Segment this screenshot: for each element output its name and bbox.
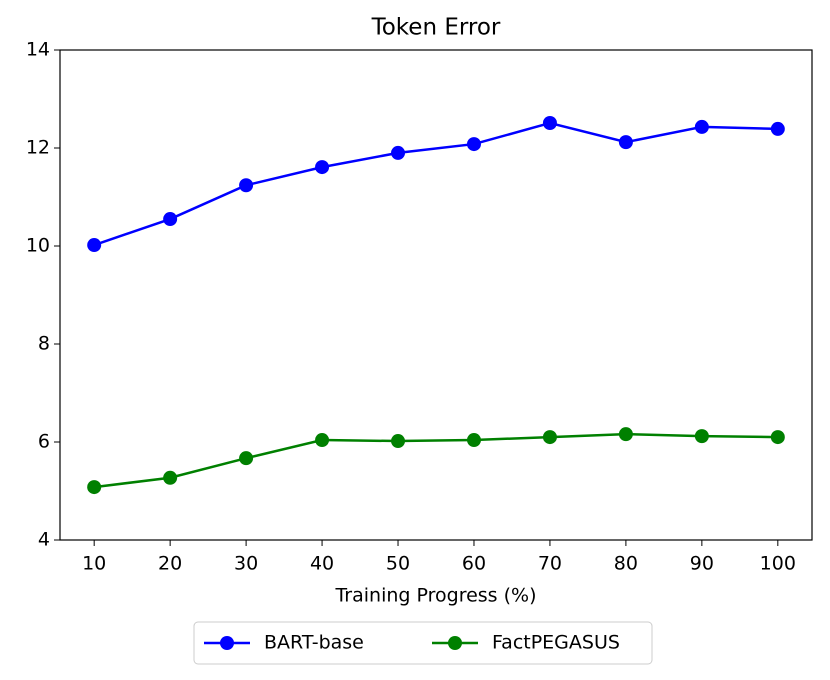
x-tick-label: 80: [614, 553, 638, 575]
legend: BART-base FactPEGASUS: [193, 621, 653, 665]
data-point: [391, 145, 406, 160]
y-tick-label: 12: [26, 137, 50, 159]
data-point: [239, 451, 254, 466]
plot-frame: [59, 49, 813, 541]
y-tick-label: 6: [38, 431, 50, 453]
x-tick-label: 10: [82, 553, 106, 575]
data-point: [163, 470, 178, 485]
x-tick-label: 100: [760, 553, 796, 575]
data-point: [391, 434, 406, 449]
data-point: [315, 433, 330, 448]
data-point: [163, 212, 178, 227]
series-line: [93, 121, 778, 247]
x-tick-label: 90: [690, 553, 714, 575]
data-point: [770, 121, 785, 136]
data-point: [694, 119, 709, 134]
series-line: [94, 432, 778, 489]
data-point: [694, 429, 709, 444]
y-tick-label: 4: [38, 529, 50, 551]
x-tick-label: 60: [462, 553, 486, 575]
data-point: [239, 178, 254, 193]
y-tick-label: 10: [26, 235, 50, 257]
data-point: [770, 430, 785, 445]
legend-marker: [220, 636, 234, 650]
y-tick-label: 14: [26, 39, 50, 61]
legend-box: [193, 621, 653, 665]
x-axis-label: Training Progress (%): [334, 585, 536, 607]
legend-marker: [448, 636, 462, 650]
data-point: [315, 160, 330, 175]
data-point: [466, 137, 481, 152]
x-tick-label: 20: [158, 553, 182, 575]
x-tick-label: 40: [310, 553, 334, 575]
data-point: [618, 135, 633, 150]
chart-title: Token Error: [371, 15, 501, 41]
x-tick-label: 70: [538, 553, 562, 575]
data-point: [87, 238, 102, 253]
data-point: [542, 430, 557, 445]
y-tick-label: 8: [38, 333, 50, 355]
x-tick-label: 30: [234, 553, 258, 575]
x-tick-label: 50: [386, 553, 410, 575]
data-point: [618, 427, 633, 442]
legend-label: BART-base: [264, 632, 364, 654]
data-point: [466, 433, 481, 448]
data-point: [542, 116, 557, 131]
data-point: [87, 480, 102, 495]
legend-label: FactPEGASUS: [492, 632, 620, 654]
